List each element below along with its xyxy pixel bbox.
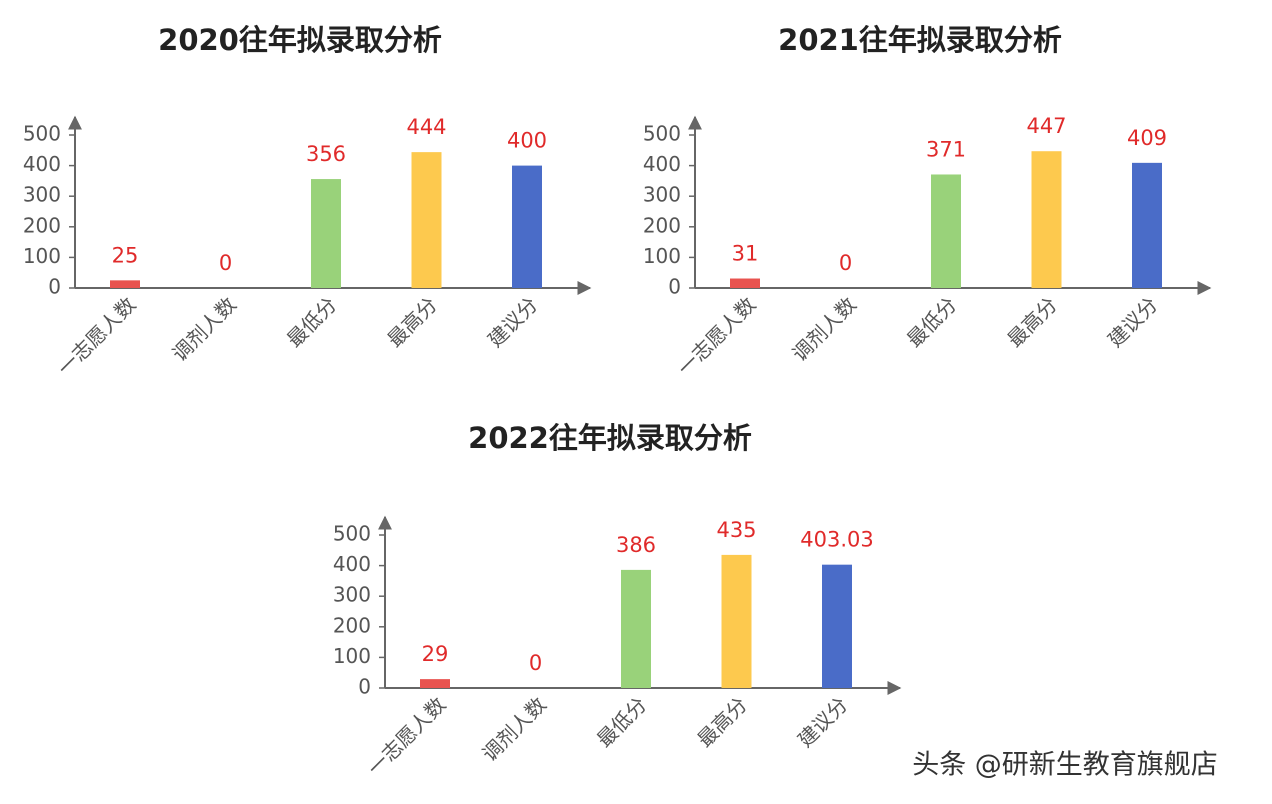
x-tick-label: 一志愿人数 bbox=[673, 292, 761, 380]
bar bbox=[721, 554, 752, 688]
bar bbox=[110, 280, 140, 288]
value-label: 444 bbox=[406, 115, 446, 139]
value-label: 356 bbox=[306, 142, 346, 166]
bar bbox=[512, 165, 542, 288]
x-tick-label: 调剂人数 bbox=[787, 292, 861, 366]
x-tick-label: 建议分 bbox=[1103, 292, 1162, 351]
value-label: 0 bbox=[529, 651, 542, 675]
value-label: 31 bbox=[732, 242, 759, 266]
y-tick-label: 400 bbox=[333, 552, 371, 576]
y-tick-label: 500 bbox=[333, 522, 371, 546]
y-tick-label: 400 bbox=[643, 152, 681, 176]
bar bbox=[1031, 151, 1062, 288]
bar bbox=[822, 564, 852, 688]
value-label: 0 bbox=[839, 251, 852, 275]
bar bbox=[931, 174, 961, 288]
y-tick-label: 0 bbox=[358, 675, 371, 699]
y-tick-label: 300 bbox=[643, 183, 681, 207]
chart-title: 2022往年拟录取分析 bbox=[468, 421, 752, 455]
y-tick-label: 100 bbox=[333, 644, 371, 668]
value-label: 400 bbox=[507, 129, 547, 153]
value-label: 371 bbox=[926, 137, 966, 161]
y-tick-label: 500 bbox=[23, 122, 61, 146]
value-label: 403.03 bbox=[800, 528, 873, 552]
x-tick-label: 建议分 bbox=[793, 692, 852, 751]
chart-title: 2021往年拟录取分析 bbox=[778, 23, 1062, 57]
x-tick-label: 最低分 bbox=[592, 692, 651, 751]
x-tick-label: 最低分 bbox=[282, 292, 341, 351]
y-tick-label: 100 bbox=[643, 244, 681, 268]
x-tick-label: 建议分 bbox=[483, 292, 542, 351]
bar bbox=[420, 679, 450, 688]
y-tick-label: 200 bbox=[23, 213, 61, 237]
value-label: 435 bbox=[716, 518, 756, 542]
y-tick-label: 400 bbox=[23, 152, 61, 176]
x-tick-label: 调剂人数 bbox=[477, 692, 551, 766]
value-label: 386 bbox=[616, 533, 656, 557]
y-tick-label: 200 bbox=[333, 613, 371, 637]
bar bbox=[311, 179, 341, 288]
y-tick-label: 300 bbox=[333, 583, 371, 607]
x-tick-label: 最高分 bbox=[693, 692, 752, 751]
x-tick-label: 最高分 bbox=[383, 292, 442, 351]
y-tick-label: 0 bbox=[668, 275, 681, 299]
x-tick-label: 最高分 bbox=[1003, 292, 1062, 351]
bar bbox=[730, 278, 760, 288]
y-tick-label: 200 bbox=[643, 213, 681, 237]
x-tick-label: 一志愿人数 bbox=[363, 692, 451, 780]
bar bbox=[411, 152, 442, 288]
value-label: 447 bbox=[1026, 114, 1066, 138]
value-label: 409 bbox=[1127, 126, 1167, 150]
bar bbox=[1132, 162, 1162, 288]
value-label: 0 bbox=[219, 251, 232, 275]
y-tick-label: 300 bbox=[23, 183, 61, 207]
y-tick-label: 500 bbox=[643, 122, 681, 146]
bar bbox=[621, 569, 651, 688]
value-label: 29 bbox=[422, 642, 449, 666]
watermark: 头条 @研新生教育旗舰店 bbox=[912, 750, 1218, 781]
x-tick-label: 最低分 bbox=[902, 292, 961, 351]
x-tick-label: 一志愿人数 bbox=[53, 292, 141, 380]
value-label: 25 bbox=[112, 243, 139, 267]
y-tick-label: 0 bbox=[48, 275, 61, 299]
chart-title: 2020往年拟录取分析 bbox=[158, 23, 442, 57]
x-tick-label: 调剂人数 bbox=[167, 292, 241, 366]
y-tick-label: 100 bbox=[23, 244, 61, 268]
